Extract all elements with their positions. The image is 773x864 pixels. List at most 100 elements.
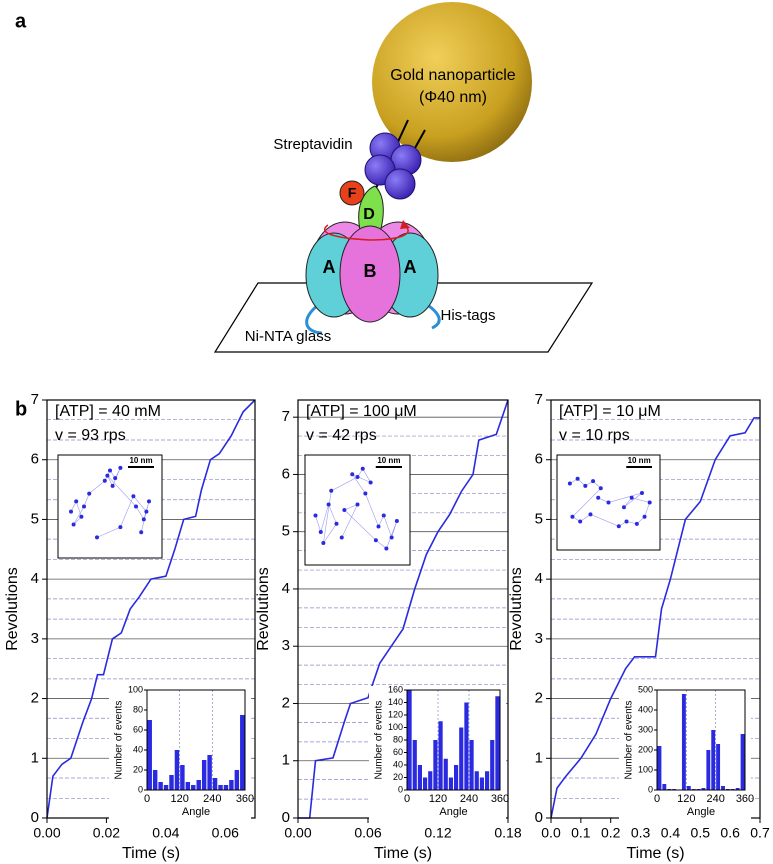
hist-bar: [735, 788, 740, 790]
point: [381, 513, 386, 518]
point: [139, 530, 144, 535]
point: [642, 514, 647, 519]
hist-bar: [657, 746, 662, 790]
hist-bar: [196, 780, 201, 790]
subunit-d: [358, 185, 384, 233]
subunit-f: [339, 180, 365, 206]
point: [87, 491, 92, 496]
hist-bar: [223, 785, 229, 790]
point: [144, 509, 149, 514]
x-tick-label: 360: [736, 793, 754, 805]
annotation: [ATP] = 40 mM: [55, 403, 161, 420]
point: [639, 491, 644, 495]
point: [79, 514, 84, 519]
y-tick-label: 0: [398, 784, 403, 794]
hist-bar: [433, 740, 438, 790]
point: [583, 483, 588, 488]
x-tick-label: 0.00: [33, 825, 60, 841]
x-tick-label: 0.3: [631, 825, 651, 841]
hist-bar: [485, 771, 490, 790]
y-tick-label: 6: [535, 451, 543, 468]
y-tick-label: 7: [535, 391, 543, 408]
hist-bar: [686, 786, 691, 790]
y-tick-label: 4: [31, 570, 39, 587]
point: [567, 481, 572, 486]
point: [313, 513, 318, 518]
y-tick-label: 60: [393, 747, 403, 757]
trajectory: [315, 468, 398, 549]
y-tick-label: 0: [535, 809, 543, 826]
subunit-b: [339, 225, 401, 323]
hist-bar: [185, 782, 191, 790]
point: [368, 480, 373, 485]
hist-bar: [201, 760, 207, 790]
x-tick-label: 0.06: [212, 825, 239, 841]
hist-bar: [662, 784, 667, 790]
point: [624, 519, 629, 524]
annotation: [ATP] = 100 μM: [306, 403, 417, 420]
panel-label: b: [15, 398, 27, 420]
point: [588, 512, 593, 517]
point: [350, 472, 355, 477]
y-tick-label: 3: [282, 637, 290, 654]
hist-bar: [711, 730, 716, 790]
y-tick-label: 1: [282, 752, 290, 769]
y-tick-label: 100: [388, 722, 403, 732]
point: [339, 535, 344, 540]
x-tick-label: 0.02: [93, 825, 120, 841]
y-tick-label: 500: [638, 684, 653, 694]
scale-bar-label: 10 nm: [377, 456, 400, 465]
b-label: B: [364, 261, 377, 281]
point: [647, 500, 652, 505]
hist-bar: [428, 771, 433, 790]
y-tick-label: 100: [638, 764, 653, 774]
hist-bar: [163, 785, 169, 790]
sphere-size: (Φ40 nm): [419, 89, 487, 106]
x-tick-label: 360: [491, 793, 509, 805]
y-tick-label: 7: [282, 408, 290, 425]
point: [355, 475, 360, 479]
x-tick-label: 0.4: [661, 825, 681, 841]
point: [376, 524, 381, 529]
x-tick-label: 360: [236, 793, 254, 805]
y-tick-label: 6: [31, 451, 39, 468]
streptavidin-bead: [384, 168, 416, 200]
point: [95, 535, 99, 540]
tags-label: His-tags: [440, 307, 495, 324]
y-tick-label: 5: [282, 523, 290, 540]
x-tick-label: 0.7: [750, 825, 770, 841]
y-tick-label: 1: [535, 749, 543, 766]
y-tick-label: 4: [282, 580, 290, 597]
point: [570, 514, 575, 519]
y-tick-label: 5: [31, 510, 39, 527]
point: [389, 535, 394, 540]
y-tick-label: 160: [388, 684, 403, 694]
y-tick-label: 140: [388, 697, 403, 707]
y-tick-label: 200: [638, 744, 653, 754]
x-tick-label: 120: [429, 793, 447, 805]
diagram: a Gold nanoparticle (Φ40 nm) Streptavidi…: [15, 2, 594, 420]
y-tick-label: 400: [638, 704, 653, 714]
x-tick-label: 240: [203, 793, 221, 805]
inset-frame: [304, 454, 411, 566]
x-tick-label: 0.12: [424, 825, 451, 841]
x-tick-label: 240: [706, 793, 724, 805]
point: [147, 499, 151, 504]
hist-bar: [423, 777, 428, 790]
y-tick-label: 5: [535, 510, 543, 527]
hist-bar: [454, 765, 459, 790]
hist-bar: [212, 778, 218, 790]
x-tick-label: 0.06: [354, 825, 381, 841]
y-tick-label: 2: [31, 690, 39, 707]
point: [113, 476, 118, 481]
arrow-head: [400, 220, 410, 229]
hist-bar: [464, 702, 469, 790]
point: [591, 479, 596, 484]
hist-bar: [469, 740, 474, 790]
x-tick-label: 0.6: [720, 825, 740, 841]
point: [118, 465, 123, 470]
hist-bar: [479, 777, 484, 790]
y-tick-label: 80: [393, 734, 403, 744]
trace: [46, 399, 256, 819]
